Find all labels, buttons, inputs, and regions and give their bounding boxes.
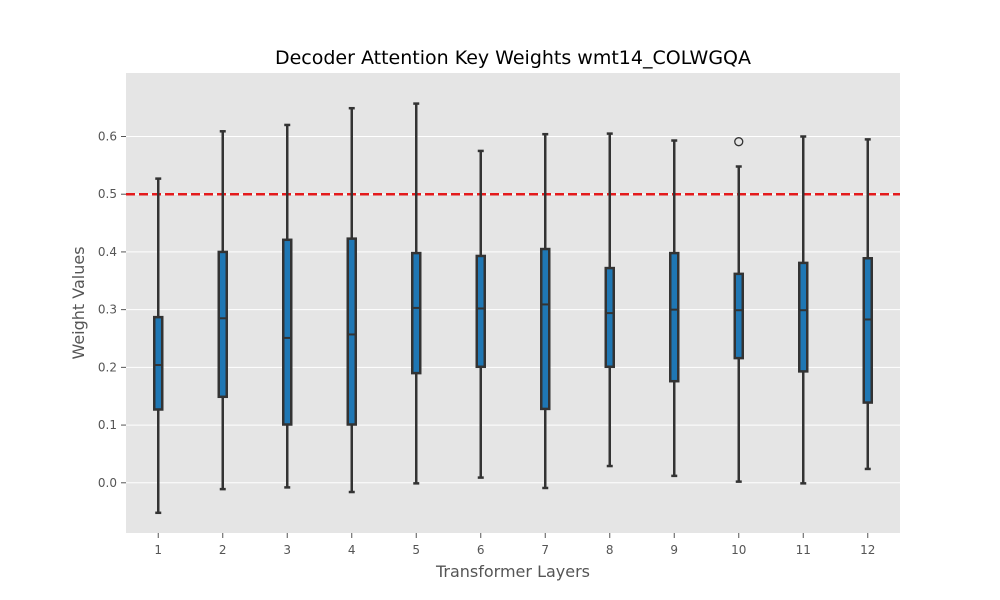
x-tick-label: 5: [412, 543, 420, 557]
iqr-box: [604, 266, 615, 369]
iqr-box: [475, 254, 486, 369]
y-tick-label: 0.4: [98, 245, 117, 259]
iqr-box: [217, 250, 228, 399]
box-layer-2: [217, 130, 228, 491]
iqr-box: [733, 272, 744, 360]
x-tick-label: 2: [219, 543, 227, 557]
box-layer-1: [153, 177, 164, 515]
gridlines: [126, 135, 900, 484]
x-tick-label: 8: [606, 543, 614, 557]
x-tick-label: 3: [283, 543, 291, 557]
y-tick-label: 0.5: [98, 187, 117, 201]
iqr-box: [346, 237, 357, 426]
box-layer-4: [346, 106, 357, 494]
iqr-box: [411, 251, 422, 375]
box-layer-6: [475, 149, 486, 479]
iqr-box: [669, 251, 680, 383]
y-tick-label: 0.6: [98, 129, 117, 143]
box-layer-9: [669, 139, 680, 478]
x-tick-labels: 1 2 3 4 5 6 7 8 9 10 11 12: [154, 533, 875, 557]
box-layer-8: [604, 132, 615, 468]
x-tick-label: 11: [796, 543, 811, 557]
box-layer-10: [733, 137, 744, 483]
y-axis-label: Weight Values: [69, 246, 88, 359]
x-tick-label: 1: [154, 543, 162, 557]
iqr-box: [862, 257, 873, 404]
x-axis-label: Transformer Layers: [435, 562, 590, 581]
box-layer-12: [862, 138, 873, 471]
box-layer-7: [540, 132, 551, 490]
x-tick-label: 10: [731, 543, 746, 557]
y-tick-label: 0.1: [98, 418, 117, 432]
outlier-point: [734, 137, 744, 147]
y-tick-label: 0.3: [98, 303, 117, 317]
iqr-box: [540, 247, 551, 411]
x-tick-label: 12: [860, 543, 875, 557]
x-tick-label: 6: [477, 543, 485, 557]
x-tick-label: 9: [670, 543, 678, 557]
box-layer-3: [282, 123, 293, 489]
chart-title: Decoder Attention Key Weights wmt14_COLW…: [275, 47, 751, 69]
iqr-box: [153, 315, 164, 411]
y-tick-labels: 0.0 0.1 0.2 0.3 0.4 0.5 0.6: [98, 129, 126, 490]
box-layer-5: [411, 102, 422, 485]
x-tick-label: 4: [348, 543, 356, 557]
boxes-group: [153, 102, 873, 515]
y-tick-label: 0.2: [98, 360, 117, 374]
box-layer-11: [798, 135, 809, 485]
plot-background: [126, 73, 900, 533]
iqr-box: [282, 238, 293, 426]
x-tick-label: 7: [541, 543, 549, 557]
y-tick-label: 0.0: [98, 476, 117, 490]
iqr-box: [798, 261, 809, 373]
